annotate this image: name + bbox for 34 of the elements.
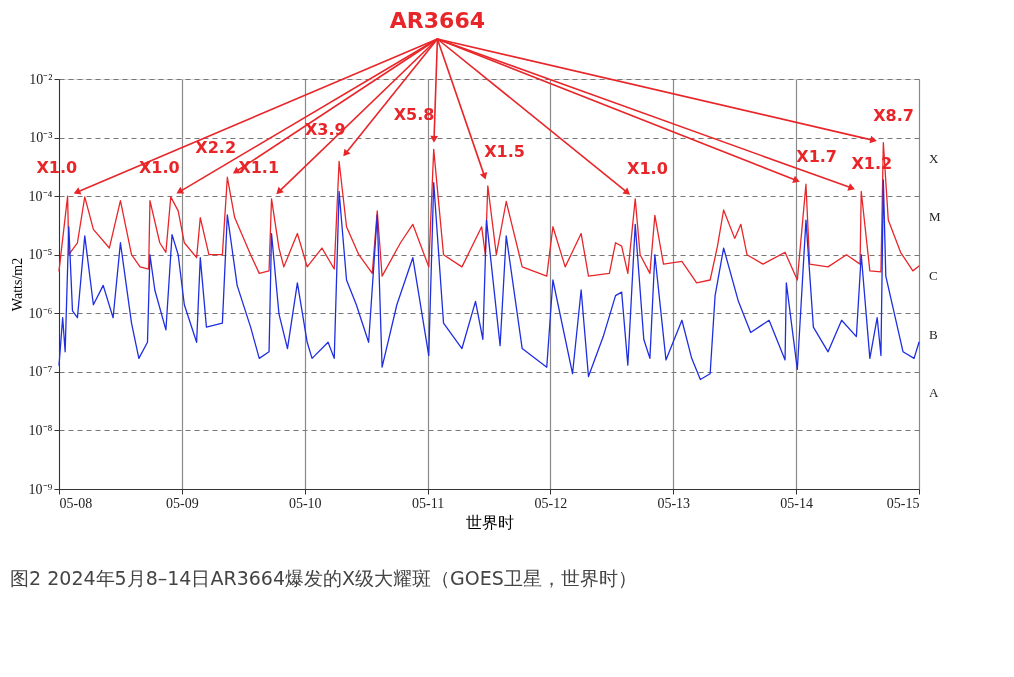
annotation: X1.7 <box>796 146 837 166</box>
x-tick-label: 05-15 <box>886 495 920 511</box>
annotation: X1.0 <box>627 158 668 178</box>
annotation: X2.2 <box>195 137 237 157</box>
x-axis-title: 世界时 <box>465 512 514 532</box>
x-tick-label: 05-14 <box>780 495 813 511</box>
y-tick-label: 10⁻⁹ <box>28 481 53 497</box>
y-axis-title: Watts/m2 <box>9 257 25 312</box>
x-tick-label: 05-10 <box>288 495 322 511</box>
x-tick-label: 05-09 <box>166 495 199 511</box>
text: C <box>929 268 938 283</box>
y-tick-label: 10⁻² <box>29 71 53 87</box>
y-tick-label: 10⁻⁸ <box>28 422 53 438</box>
y-tick-label: 10⁻⁶ <box>28 305 53 321</box>
y-tick-label: 10⁻⁵ <box>28 247 53 263</box>
x-tick-label: 05-12 <box>534 495 568 511</box>
annotation: X1.1 <box>238 157 280 177</box>
annotation: X1.0 <box>139 157 180 177</box>
annotation: X8.7 <box>873 106 914 126</box>
line-series <box>58 179 920 381</box>
text: X <box>929 150 939 166</box>
x-tick-label: 05-08 <box>59 495 93 511</box>
text: 图2 2024年5月8–14日AR3664爆发的X级大耀斑（GOES卫星，世界时） <box>10 567 637 589</box>
y-tick-label: 10⁻⁷ <box>28 364 53 380</box>
text: B <box>929 326 938 342</box>
y-tick-label: 10⁻⁴ <box>28 188 53 204</box>
annotation: X5.8 <box>393 105 435 125</box>
x-tick-label: 05-11 <box>411 495 445 511</box>
y-tick-label: 10⁻³ <box>29 130 53 146</box>
x-tick-label: 05-13 <box>657 495 691 511</box>
text: A <box>929 385 939 401</box>
text: AR3664 <box>389 8 485 33</box>
text: M <box>929 209 941 225</box>
annotation: X1.5 <box>484 142 525 162</box>
